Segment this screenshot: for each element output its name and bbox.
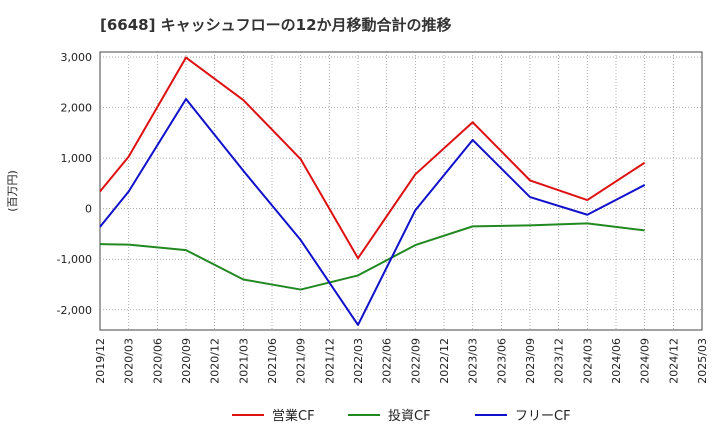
y-tick-labels: 3,000 2,000 1,000 0 -1,000 -2,000: [57, 51, 92, 317]
series-line-1: [99, 56, 646, 260]
x-tick-label: 2021/03: [237, 338, 250, 384]
x-tick-label: 2023/03: [467, 338, 480, 384]
x-tick-label: 2021/06: [266, 338, 279, 384]
series-line-2: [99, 222, 645, 291]
y-axis-label: (百万円): [6, 170, 19, 212]
x-tick-label: 2019/12: [94, 338, 107, 384]
y-tick-label: 0: [85, 203, 92, 216]
x-tick-label: 2025/03: [696, 338, 709, 384]
legend: 営業CF 投資CF フリーCF: [232, 408, 571, 424]
y-tick-label: 2,000: [61, 102, 93, 115]
x-tick-label: 2023/09: [524, 338, 537, 384]
series-layer: [99, 56, 646, 326]
y-tick-label: -1,000: [57, 253, 92, 266]
y-tick-label: 3,000: [61, 51, 93, 64]
x-tick-label: 2024/09: [639, 338, 652, 384]
x-tick-label: 2022/12: [438, 338, 451, 384]
x-tick-label: 2022/09: [409, 338, 422, 384]
x-tick-label: 2020/06: [151, 338, 164, 384]
plot-area: [99, 51, 703, 331]
x-tick-labels: 2019/12 2020/03 2020/06 2020/09 2020/12 2021/…: [94, 338, 709, 384]
x-tick-label: 2020/09: [180, 338, 193, 384]
x-tick-label: 2024/06: [610, 338, 623, 384]
legend-label: 投資CF: [388, 408, 431, 424]
legend-label: 営業CF: [272, 408, 315, 424]
chart-title: [6648] キャッシュフローの12か月移動合計の推移: [100, 16, 452, 34]
x-tick-label: 2021/09: [295, 338, 308, 384]
x-tick-label: 2023/12: [553, 338, 566, 384]
y-grid: [100, 56, 702, 311]
x-tick-label: 2022/06: [381, 338, 394, 384]
x-tick-label: 2022/03: [352, 338, 365, 384]
y-tick-label: -2,000: [57, 304, 92, 317]
series-line-3: [99, 98, 646, 326]
x-tick-label: 2024/12: [667, 338, 680, 384]
x-tick-label: 2020/12: [209, 338, 222, 384]
legend-label: フリーCF: [515, 409, 571, 424]
x-tick-label: 2023/06: [495, 338, 508, 384]
x-tick-label: 2024/03: [581, 338, 594, 384]
y-tick-label: 1,000: [61, 152, 93, 165]
x-tick-label: 2021/12: [323, 338, 336, 384]
x-tick-label: 2020/03: [123, 338, 136, 384]
